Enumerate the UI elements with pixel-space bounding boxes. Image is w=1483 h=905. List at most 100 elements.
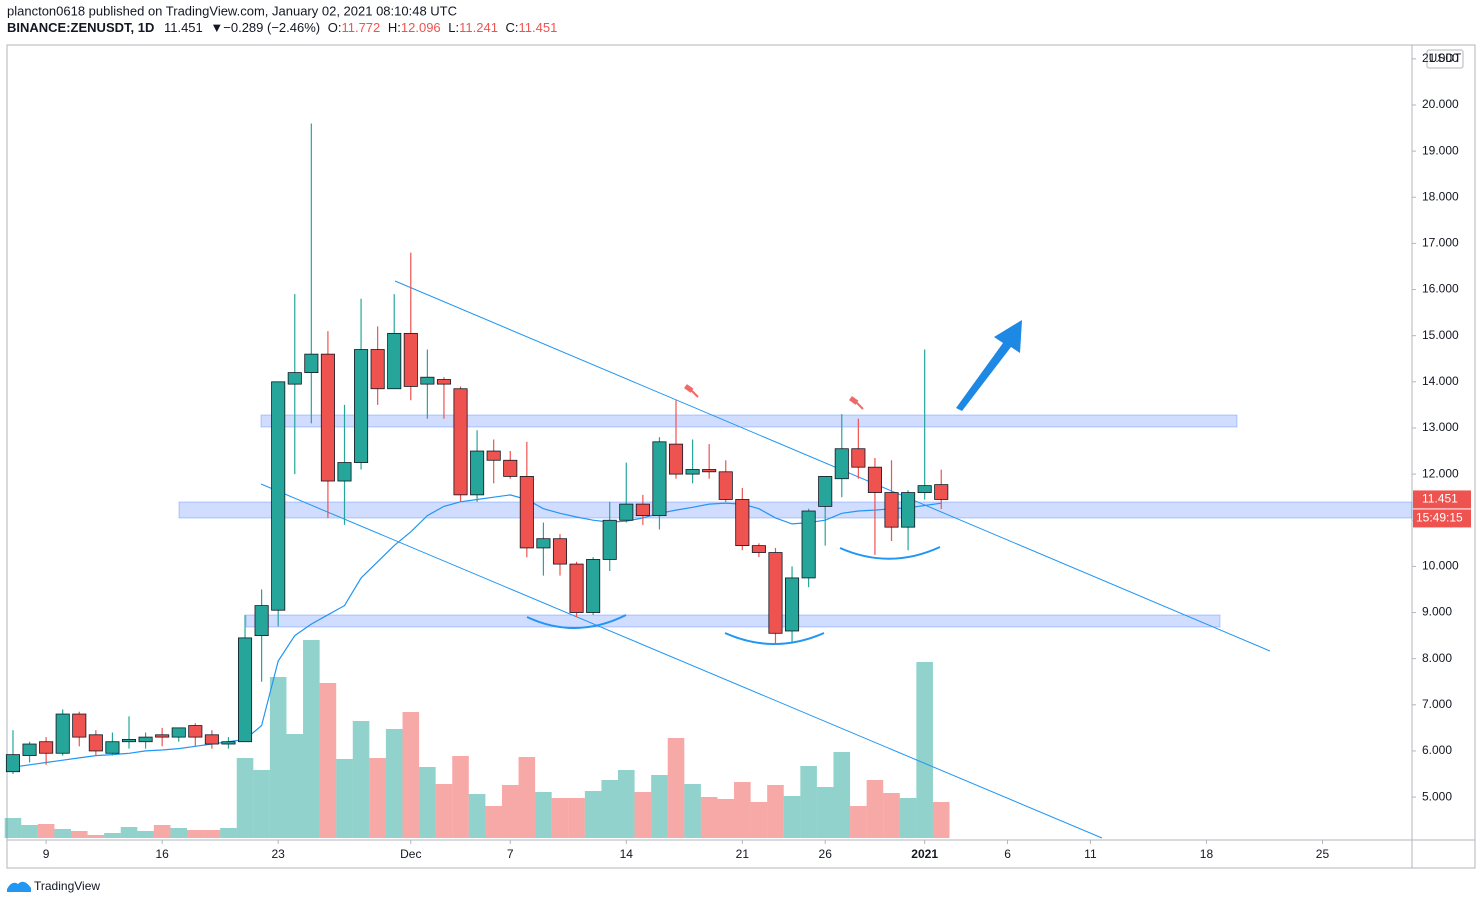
volume-bar [932,802,950,838]
y-tick-label: 6.000 [1422,743,1452,757]
candle-body [751,545,766,553]
zone [260,414,1238,428]
volume-bar [634,792,652,838]
volume-bar [750,802,768,838]
candle-body [105,741,120,754]
l-value: 11.241 [459,20,498,35]
volume-bar [568,798,585,838]
x-tick-label: 25 [1316,847,1330,861]
candle-body [586,559,601,613]
candle-body [619,503,634,521]
logo [7,881,31,892]
candle-body [171,727,186,738]
volume-bar [37,824,55,838]
zone [178,501,1413,519]
candle-body [901,492,916,528]
c-label: C: [506,20,519,35]
candle-body [55,713,70,754]
x-tick-label: 2021 [911,847,938,861]
candle-body [254,605,269,636]
y-tick-label: 9.000 [1422,605,1452,619]
zone [245,614,1221,628]
candle-body [785,577,800,632]
candle-body [519,476,534,549]
candle-body [420,376,435,385]
candle-body [138,736,153,743]
volume-bar [253,770,270,838]
candle-body [403,332,418,387]
currency-box [1426,49,1464,69]
volume-bar [54,829,71,838]
volume-bar [319,683,337,838]
candle-body [635,503,650,517]
price-label-box [1413,490,1471,509]
candle-body [354,349,369,463]
trend-line [260,483,1103,839]
volume-bar [187,830,204,838]
y-tick-label: 10.000 [1422,559,1459,573]
h-label: H: [388,20,401,35]
candle-body [735,499,750,547]
candle-body [818,476,833,507]
volume-bar [4,818,22,838]
volume-bar [153,825,171,838]
volume-bar [667,738,685,838]
o-value: 11.772 [341,20,380,35]
volume-bar [734,782,751,838]
candle-body [934,484,949,500]
volume-bar [617,770,635,838]
candle-body [221,741,236,745]
y-tick-label: 19.000 [1422,143,1459,157]
symbol-line: BINANCE:ZENUSDT, 1D 11.451 ▼−0.289 (−2.4… [7,20,557,35]
candle-body [652,441,667,517]
candle-body [470,450,485,496]
volume-bar [170,828,188,838]
candle-body [204,734,219,745]
volume-bar [369,758,386,838]
candle-body [536,538,551,549]
candle-body [5,754,20,773]
candle-body [238,637,253,743]
h-value: 12.096 [401,20,441,35]
o-label: O: [328,20,342,35]
candle-body [917,485,932,493]
volume-bar [584,791,602,838]
y-tick-label: 21.000 [1422,51,1459,65]
y-tick-label: 8.000 [1422,651,1452,665]
y-tick-label: 7.000 [1422,697,1452,711]
volume-bar [700,797,718,838]
volume-bar [717,799,735,838]
candle-body [271,381,286,611]
hammer-icon [849,396,864,410]
y-tick-label: 17.000 [1422,236,1459,250]
arrow [956,320,1022,411]
brand: TradingView [34,879,100,893]
x-tick-label: 7 [507,847,514,861]
y-tick-label: 20.000 [1422,97,1459,111]
x-tick-label: 18 [1200,847,1214,861]
volume-bar [87,835,105,838]
hammer-icon [684,384,699,398]
volume-bar [385,729,403,838]
x-tick-label: 14 [620,847,634,861]
price-label: 11.451 [1422,492,1458,506]
symbol: BINANCE:ZENUSDT, 1D [7,20,154,35]
x-tick-label: 11 [1084,847,1097,861]
volume-bar [21,825,38,838]
volume-bar [70,831,88,838]
volume-bar [551,798,569,838]
countdown: 15:49:15 [1416,511,1463,525]
volume-bar [352,721,370,838]
volume-bar [866,780,884,838]
y-tick-label: 14.000 [1422,374,1459,388]
candle-body [155,734,170,738]
volume-bar [435,784,453,838]
candle-body [801,510,816,579]
x-tick-label: 9 [43,847,50,861]
volume-bar [850,806,867,838]
volume-bar [783,796,801,838]
candle-body [22,743,37,756]
candle-body [552,538,568,565]
drawings [178,280,1413,839]
